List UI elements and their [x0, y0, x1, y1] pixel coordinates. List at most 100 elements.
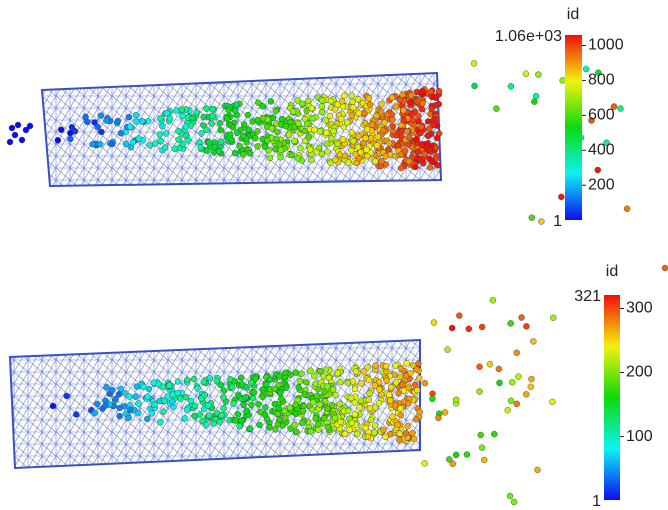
particle [356, 404, 363, 411]
particle [112, 395, 119, 403]
particle [307, 367, 314, 374]
particle [397, 411, 404, 419]
particle [550, 314, 557, 322]
particle [518, 314, 525, 321]
particle [504, 407, 511, 414]
particle [391, 402, 399, 409]
particle [63, 392, 70, 400]
particle [228, 136, 235, 144]
particle [306, 146, 314, 153]
particle [277, 389, 284, 397]
particle [259, 386, 266, 393]
particle [318, 150, 326, 158]
particle [610, 103, 618, 110]
particle [239, 381, 246, 388]
particle [341, 92, 348, 99]
particle [413, 386, 421, 394]
particle [261, 143, 269, 150]
particle [424, 132, 432, 140]
particle [220, 394, 227, 401]
particle [404, 423, 411, 430]
particle [435, 88, 443, 95]
particle [470, 60, 478, 67]
particle [376, 386, 383, 393]
particle [373, 112, 380, 120]
particle [163, 110, 170, 117]
particle [395, 389, 402, 397]
particle [215, 148, 223, 155]
particle [418, 123, 425, 131]
particle [348, 129, 356, 136]
particle [364, 152, 371, 160]
particle [202, 421, 210, 429]
particle [321, 388, 328, 396]
particle [259, 393, 266, 401]
particle [320, 414, 328, 422]
particle [322, 117, 329, 124]
particle [405, 158, 413, 165]
particle [291, 137, 298, 145]
particle [348, 112, 355, 119]
particle [179, 140, 187, 148]
colorbar [565, 35, 582, 220]
particle [175, 127, 182, 135]
particle [405, 384, 412, 391]
particle [400, 107, 407, 114]
particle [393, 132, 400, 139]
particle [318, 108, 326, 116]
particle [255, 99, 262, 107]
particle [277, 154, 284, 161]
particle [385, 391, 393, 398]
particle [456, 312, 463, 319]
particle [205, 139, 213, 146]
particle [315, 426, 322, 434]
particle [415, 112, 422, 120]
particle [266, 376, 274, 384]
particle [348, 147, 355, 154]
particle [122, 140, 130, 148]
particle [292, 369, 300, 376]
particle [389, 413, 396, 420]
particle [452, 451, 460, 459]
particle [145, 385, 153, 393]
particle [281, 407, 288, 415]
particle [289, 108, 297, 115]
particle [254, 143, 261, 150]
particle [148, 410, 156, 417]
particle [11, 131, 19, 139]
particle [324, 405, 331, 412]
particle [372, 362, 379, 369]
particle [277, 146, 285, 154]
particle [236, 143, 243, 150]
particle [413, 366, 420, 373]
colorbar [604, 295, 620, 500]
particle [282, 414, 289, 422]
particle [365, 396, 372, 403]
particle [67, 135, 74, 143]
particle [18, 136, 26, 144]
particle [409, 429, 416, 437]
particle [495, 365, 503, 373]
particle [432, 144, 440, 151]
particle [135, 400, 142, 407]
particle [132, 393, 139, 400]
particle [372, 158, 379, 165]
particle [272, 107, 279, 115]
particle [513, 400, 520, 408]
particle [125, 113, 133, 121]
particle [392, 103, 399, 110]
particle [412, 416, 420, 423]
particle [197, 144, 204, 151]
particle [295, 384, 302, 391]
particle [375, 378, 383, 386]
particle [351, 385, 359, 393]
particle [267, 98, 275, 105]
particle [314, 420, 322, 428]
particle [421, 379, 429, 387]
particle [157, 419, 164, 426]
particle [378, 108, 385, 115]
particle [421, 460, 428, 467]
particle [204, 147, 211, 154]
particle [160, 408, 167, 415]
particle [340, 124, 347, 131]
